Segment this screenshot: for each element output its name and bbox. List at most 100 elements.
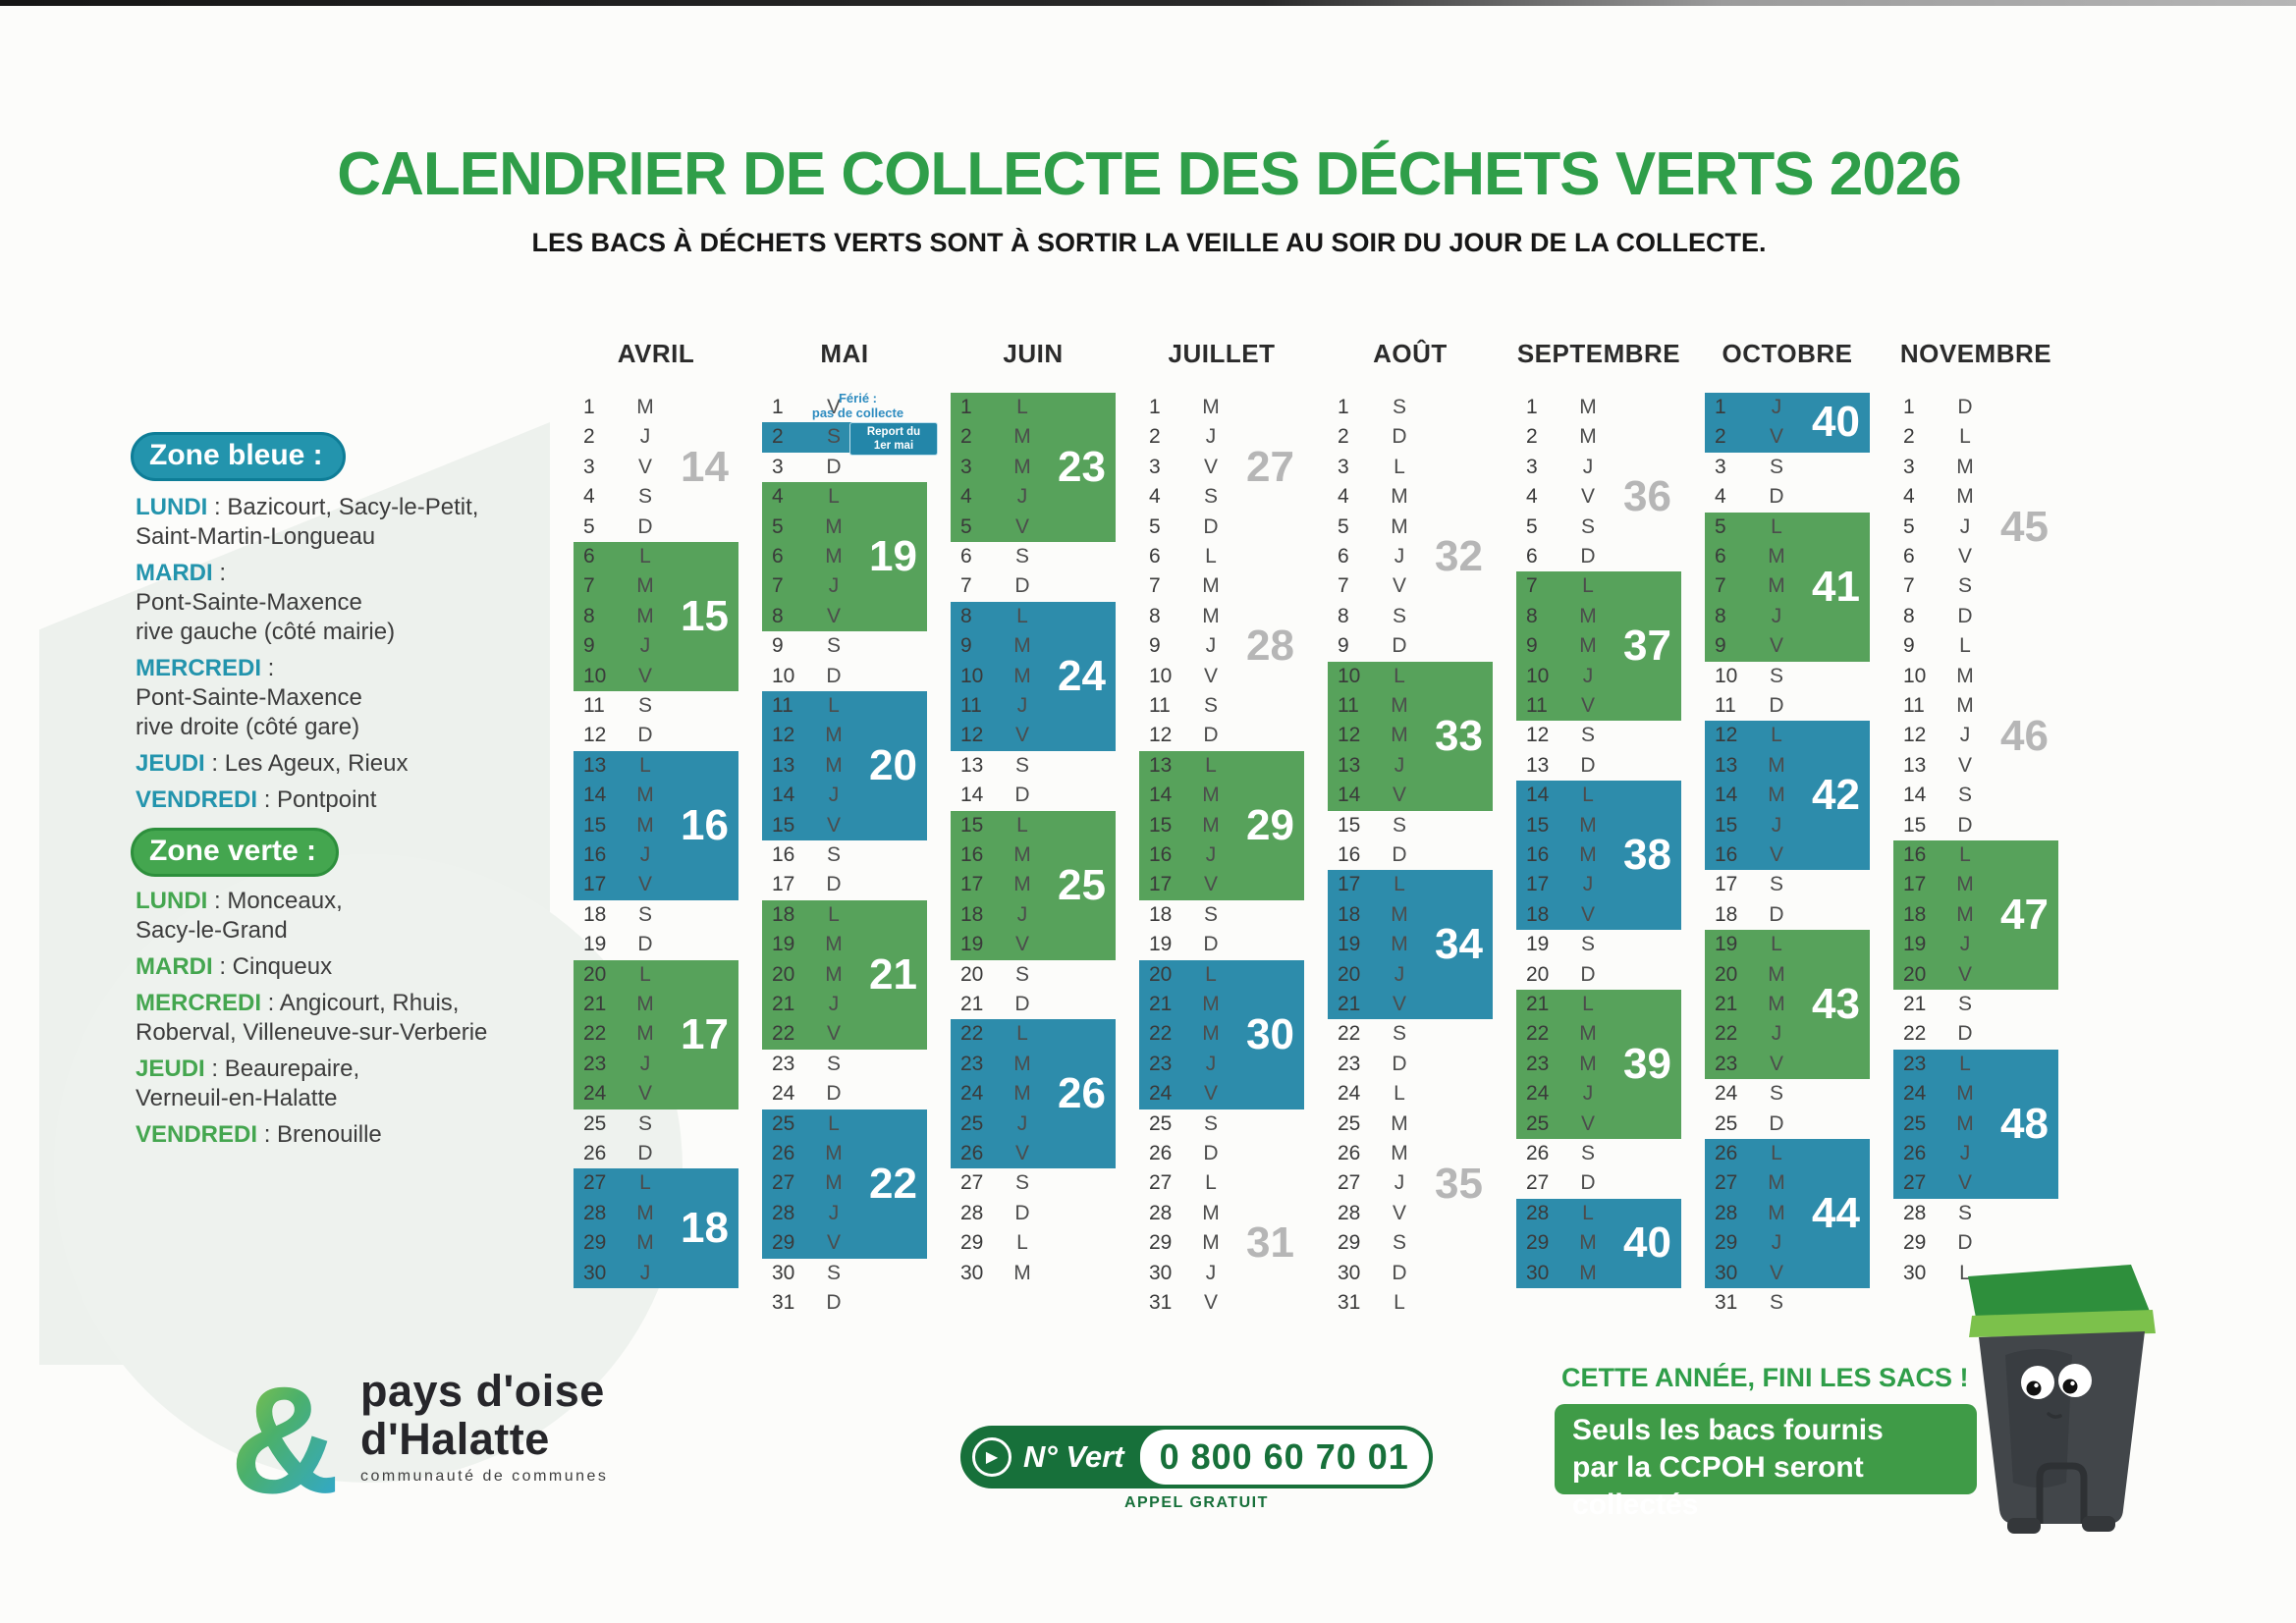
day-letter: J — [828, 784, 840, 807]
calendar-day-row: 26 L — [1705, 1139, 1870, 1169]
day-number: 10 — [1526, 664, 1550, 687]
day-number: 2 — [1526, 425, 1538, 449]
day-number: 5 — [1338, 514, 1349, 538]
day-letter: S — [637, 694, 652, 717]
day-letter: M — [825, 514, 843, 538]
day-number: 29 — [1338, 1231, 1361, 1255]
day-letter: J — [1959, 933, 1971, 956]
day-letter: J — [1016, 902, 1028, 926]
week-number: 40 — [1623, 1218, 1671, 1268]
calendar-day-row: 13 M — [762, 750, 927, 782]
day-letter: V — [1014, 933, 1029, 956]
day-letter: M — [1579, 634, 1597, 658]
day-number: 8 — [1526, 604, 1538, 627]
legend-entry: VENDREDI : Brenouille — [136, 1120, 509, 1150]
calendar-day-row: 10 V — [574, 661, 738, 691]
month-header: OCTOBRE — [1722, 339, 1853, 368]
calendar-day-row: 21 D — [951, 990, 1116, 1019]
calendar-day-row: 25 J — [951, 1109, 1116, 1139]
day-letter: M — [1956, 902, 1974, 926]
day-letter: V — [1203, 455, 1218, 478]
day-number: 7 — [583, 574, 595, 598]
calendar-day-row: 31 D — [762, 1288, 927, 1318]
day-letter: L — [1771, 1142, 1782, 1164]
day-number: 11 — [1903, 694, 1925, 717]
communes-list: : Brenouille — [257, 1121, 382, 1148]
week-number: 21 — [869, 949, 917, 999]
calendar-day-row: 11 J — [951, 691, 1116, 722]
calendar-day-row: 11 L — [762, 691, 927, 722]
green-bin-illustration — [1968, 1265, 2156, 1534]
day-letter: M — [1768, 545, 1785, 568]
day-letter: L — [1582, 993, 1594, 1015]
calendar-day-row: 17 L — [1328, 870, 1493, 900]
background-shape — [54, 854, 683, 1483]
week-number: 24 — [1058, 651, 1106, 700]
day-number: 1 — [1526, 396, 1538, 418]
day-number: 3 — [1526, 455, 1538, 478]
calendar-day-row: 15 M — [574, 810, 738, 840]
day-number: 5 — [1149, 514, 1161, 538]
day-number: 21 — [772, 993, 795, 1015]
calendar-day-row: 29 D — [1893, 1228, 2058, 1258]
day-letter: D — [637, 1142, 653, 1164]
calendar-day-row: 11 D — [1705, 691, 1870, 721]
calendar-day-row: 23 V — [1705, 1049, 1870, 1080]
calendar-day-row: 19 M — [762, 930, 927, 960]
day-letter: V — [1580, 485, 1595, 509]
day-number: 20 — [1903, 962, 1927, 986]
calendar-day-row: 20 D — [1516, 960, 1681, 990]
day-number: 11 — [1338, 694, 1359, 717]
day-letter: S — [1392, 813, 1406, 837]
day-letter: D — [826, 873, 842, 896]
day-letter: J — [639, 1052, 651, 1075]
week-number: 20 — [869, 741, 917, 789]
day-letter: J — [1205, 843, 1217, 866]
day-letter: M — [636, 1201, 654, 1224]
day-number: 17 — [1715, 873, 1738, 896]
day-letter: S — [1957, 1201, 1972, 1224]
day-letter: M — [825, 545, 843, 568]
day-letter: D — [1957, 396, 1973, 418]
day-number: 20 — [772, 962, 795, 986]
calendar-day-row: 24 V — [574, 1079, 738, 1109]
day-number: 23 — [583, 1052, 607, 1075]
calendar-day-row: 27 J — [1328, 1168, 1493, 1198]
day-letter: M — [1202, 784, 1220, 807]
day-number: 25 — [1526, 1111, 1550, 1135]
calendar-day-row: 29 S — [1328, 1228, 1493, 1258]
ampersand-logo-icon: & — [234, 1367, 340, 1514]
day-letter: V — [1203, 1291, 1218, 1314]
day-number: 19 — [1903, 933, 1927, 956]
calendar-day-row: 30 L — [1893, 1259, 2058, 1288]
calendar-day-row: 13 L — [1139, 750, 1304, 782]
week-number: 17 — [681, 1009, 729, 1058]
day-letter: D — [1769, 902, 1784, 926]
day-number: 4 — [960, 485, 972, 509]
day-number: 15 — [1526, 813, 1550, 837]
calendar-day-row: 25 S — [1139, 1109, 1304, 1139]
calendar-day-row: 30 J — [574, 1258, 738, 1288]
calendar-day-row: 10 J — [1516, 661, 1681, 691]
day-number: 1 — [1149, 396, 1161, 418]
day-number: 4 — [1903, 485, 1915, 509]
day-number: 25 — [1903, 1111, 1927, 1135]
calendar-day-row: 11 S — [574, 691, 738, 721]
day-letter: S — [1957, 574, 1972, 598]
day-number: 12 — [1526, 724, 1550, 747]
day-letter: J — [828, 993, 840, 1015]
calendar-day-row: 25 V — [1516, 1109, 1681, 1139]
calendar-day-row: 14 M — [574, 781, 738, 811]
numero-vert-badge: ▶ N° Vert 0 800 60 70 01 APPEL GRATUIT — [960, 1426, 1433, 1512]
day-letter: V — [1392, 784, 1406, 807]
day-letter: V — [1769, 425, 1783, 449]
calendar-day-row: 24 M — [951, 1079, 1116, 1109]
day-letter: S — [826, 634, 841, 658]
